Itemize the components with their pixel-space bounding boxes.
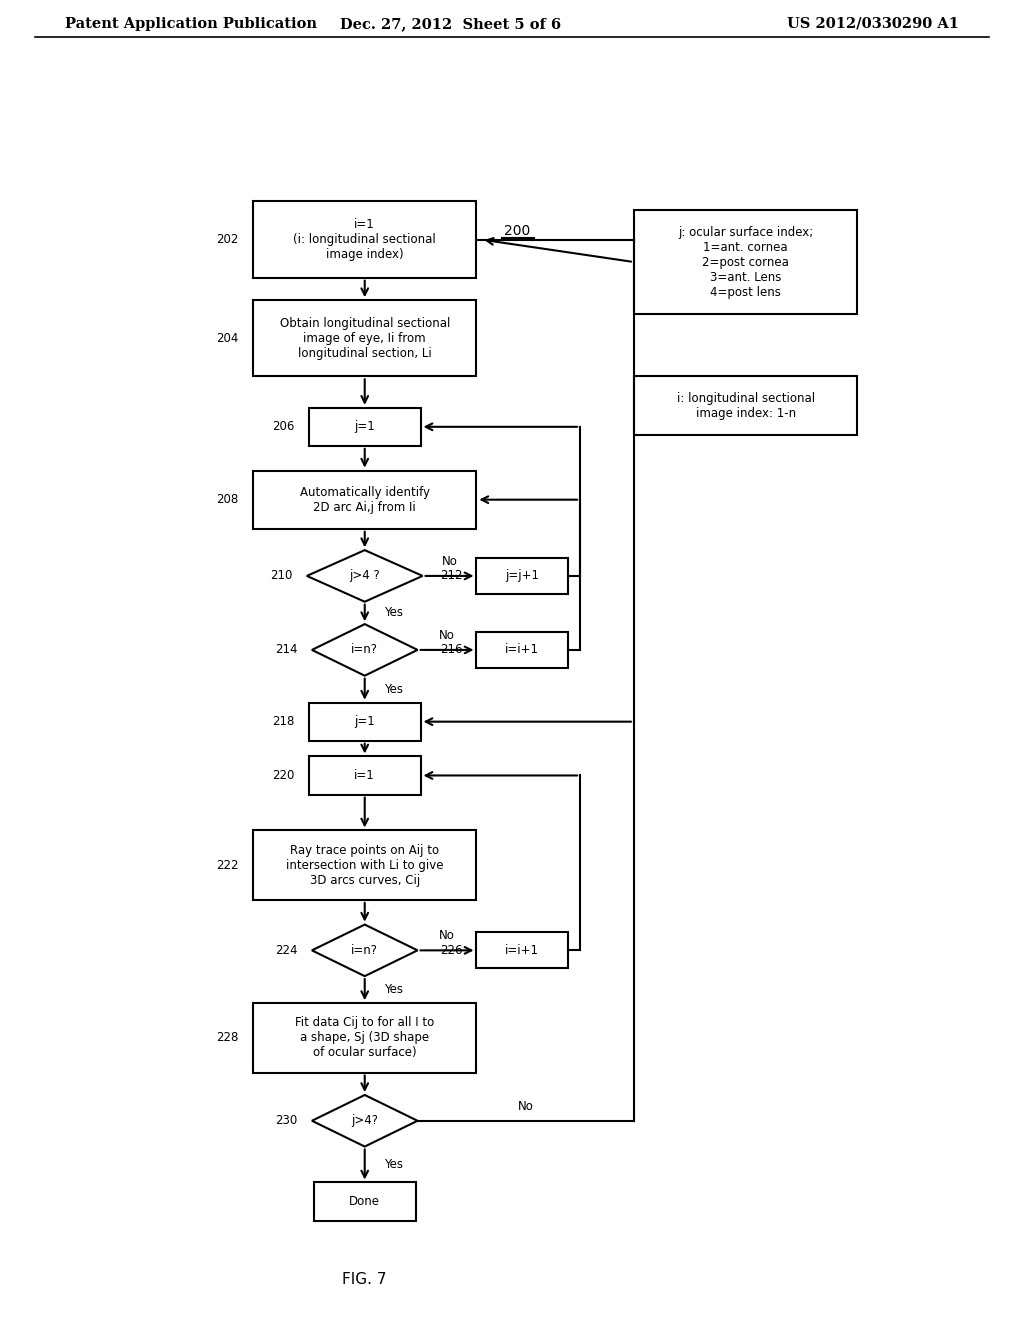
- Text: i=n?: i=n?: [351, 944, 378, 957]
- Text: Yes: Yes: [384, 606, 402, 619]
- Text: j>4 ?: j>4 ?: [349, 569, 380, 582]
- Bar: [476, 932, 568, 969]
- Text: 224: 224: [275, 944, 298, 957]
- Text: 222: 222: [216, 858, 239, 871]
- Text: Obtain longitudinal sectional
image of eye, Ii from
longitudinal section, Li: Obtain longitudinal sectional image of e…: [280, 317, 450, 360]
- Text: Dec. 27, 2012  Sheet 5 of 6: Dec. 27, 2012 Sheet 5 of 6: [341, 17, 561, 30]
- Text: 216: 216: [439, 643, 462, 656]
- Bar: [253, 830, 476, 900]
- Text: Ray trace points on Aij to
intersection with Li to give
3D arcs curves, Cij: Ray trace points on Aij to intersection …: [286, 843, 443, 887]
- Text: Automatically identify
2D arc Ai,j from Ii: Automatically identify 2D arc Ai,j from …: [300, 486, 430, 513]
- Text: 228: 228: [216, 1031, 239, 1044]
- Text: 204: 204: [216, 331, 239, 345]
- Polygon shape: [312, 1096, 418, 1147]
- Bar: [634, 210, 857, 314]
- Bar: [309, 408, 421, 446]
- Text: 206: 206: [272, 420, 295, 433]
- Text: i=1
(i: longitudinal sectional
image index): i=1 (i: longitudinal sectional image ind…: [293, 218, 436, 261]
- Text: i=i+1: i=i+1: [505, 643, 540, 656]
- Bar: [253, 300, 476, 376]
- Bar: [476, 558, 568, 594]
- Text: Patent Application Publication: Patent Application Publication: [66, 17, 317, 30]
- Text: 208: 208: [216, 494, 239, 506]
- Text: Yes: Yes: [384, 1158, 402, 1171]
- Text: 202: 202: [216, 234, 239, 246]
- Text: Yes: Yes: [384, 983, 402, 997]
- Text: i=i+1: i=i+1: [505, 944, 540, 957]
- Text: Done: Done: [349, 1195, 380, 1208]
- Polygon shape: [312, 624, 418, 676]
- Text: No: No: [439, 929, 455, 942]
- Polygon shape: [312, 924, 418, 977]
- Bar: [253, 470, 476, 529]
- Text: No: No: [518, 1100, 534, 1113]
- Bar: [309, 702, 421, 741]
- Text: 226: 226: [439, 944, 462, 957]
- Text: No: No: [439, 628, 455, 642]
- Text: j=1: j=1: [354, 715, 375, 729]
- Text: 214: 214: [275, 643, 298, 656]
- Text: Yes: Yes: [384, 682, 402, 696]
- Bar: [253, 202, 476, 277]
- Text: j: ocular surface index;
1=ant. cornea
2=post cornea
3=ant. Lens
4=post lens: j: ocular surface index; 1=ant. cornea 2…: [678, 226, 813, 298]
- Text: j=1: j=1: [354, 420, 375, 433]
- Bar: [476, 632, 568, 668]
- Text: 210: 210: [270, 569, 293, 582]
- Bar: [634, 376, 857, 434]
- Text: 220: 220: [272, 770, 295, 781]
- Text: i=1: i=1: [354, 770, 375, 781]
- Text: 218: 218: [272, 715, 295, 729]
- Bar: [309, 756, 421, 795]
- Text: 200: 200: [504, 223, 530, 238]
- Text: FIG. 7: FIG. 7: [342, 1272, 387, 1287]
- Text: i=n?: i=n?: [351, 643, 378, 656]
- Polygon shape: [307, 550, 423, 602]
- Bar: [314, 1183, 416, 1221]
- Text: 212: 212: [439, 569, 462, 582]
- Text: i: longitudinal sectional
image index: 1-n: i: longitudinal sectional image index: 1…: [677, 392, 815, 420]
- Text: Fit data Cij to for all I to
a shape, Sj (3D shape
of ocular surface): Fit data Cij to for all I to a shape, Sj…: [295, 1016, 434, 1060]
- Bar: [253, 1003, 476, 1073]
- Text: j>4?: j>4?: [351, 1114, 378, 1127]
- Text: j=j+1: j=j+1: [505, 569, 540, 582]
- Text: 230: 230: [275, 1114, 298, 1127]
- Text: US 2012/0330290 A1: US 2012/0330290 A1: [786, 17, 958, 30]
- Text: No: No: [441, 554, 458, 568]
